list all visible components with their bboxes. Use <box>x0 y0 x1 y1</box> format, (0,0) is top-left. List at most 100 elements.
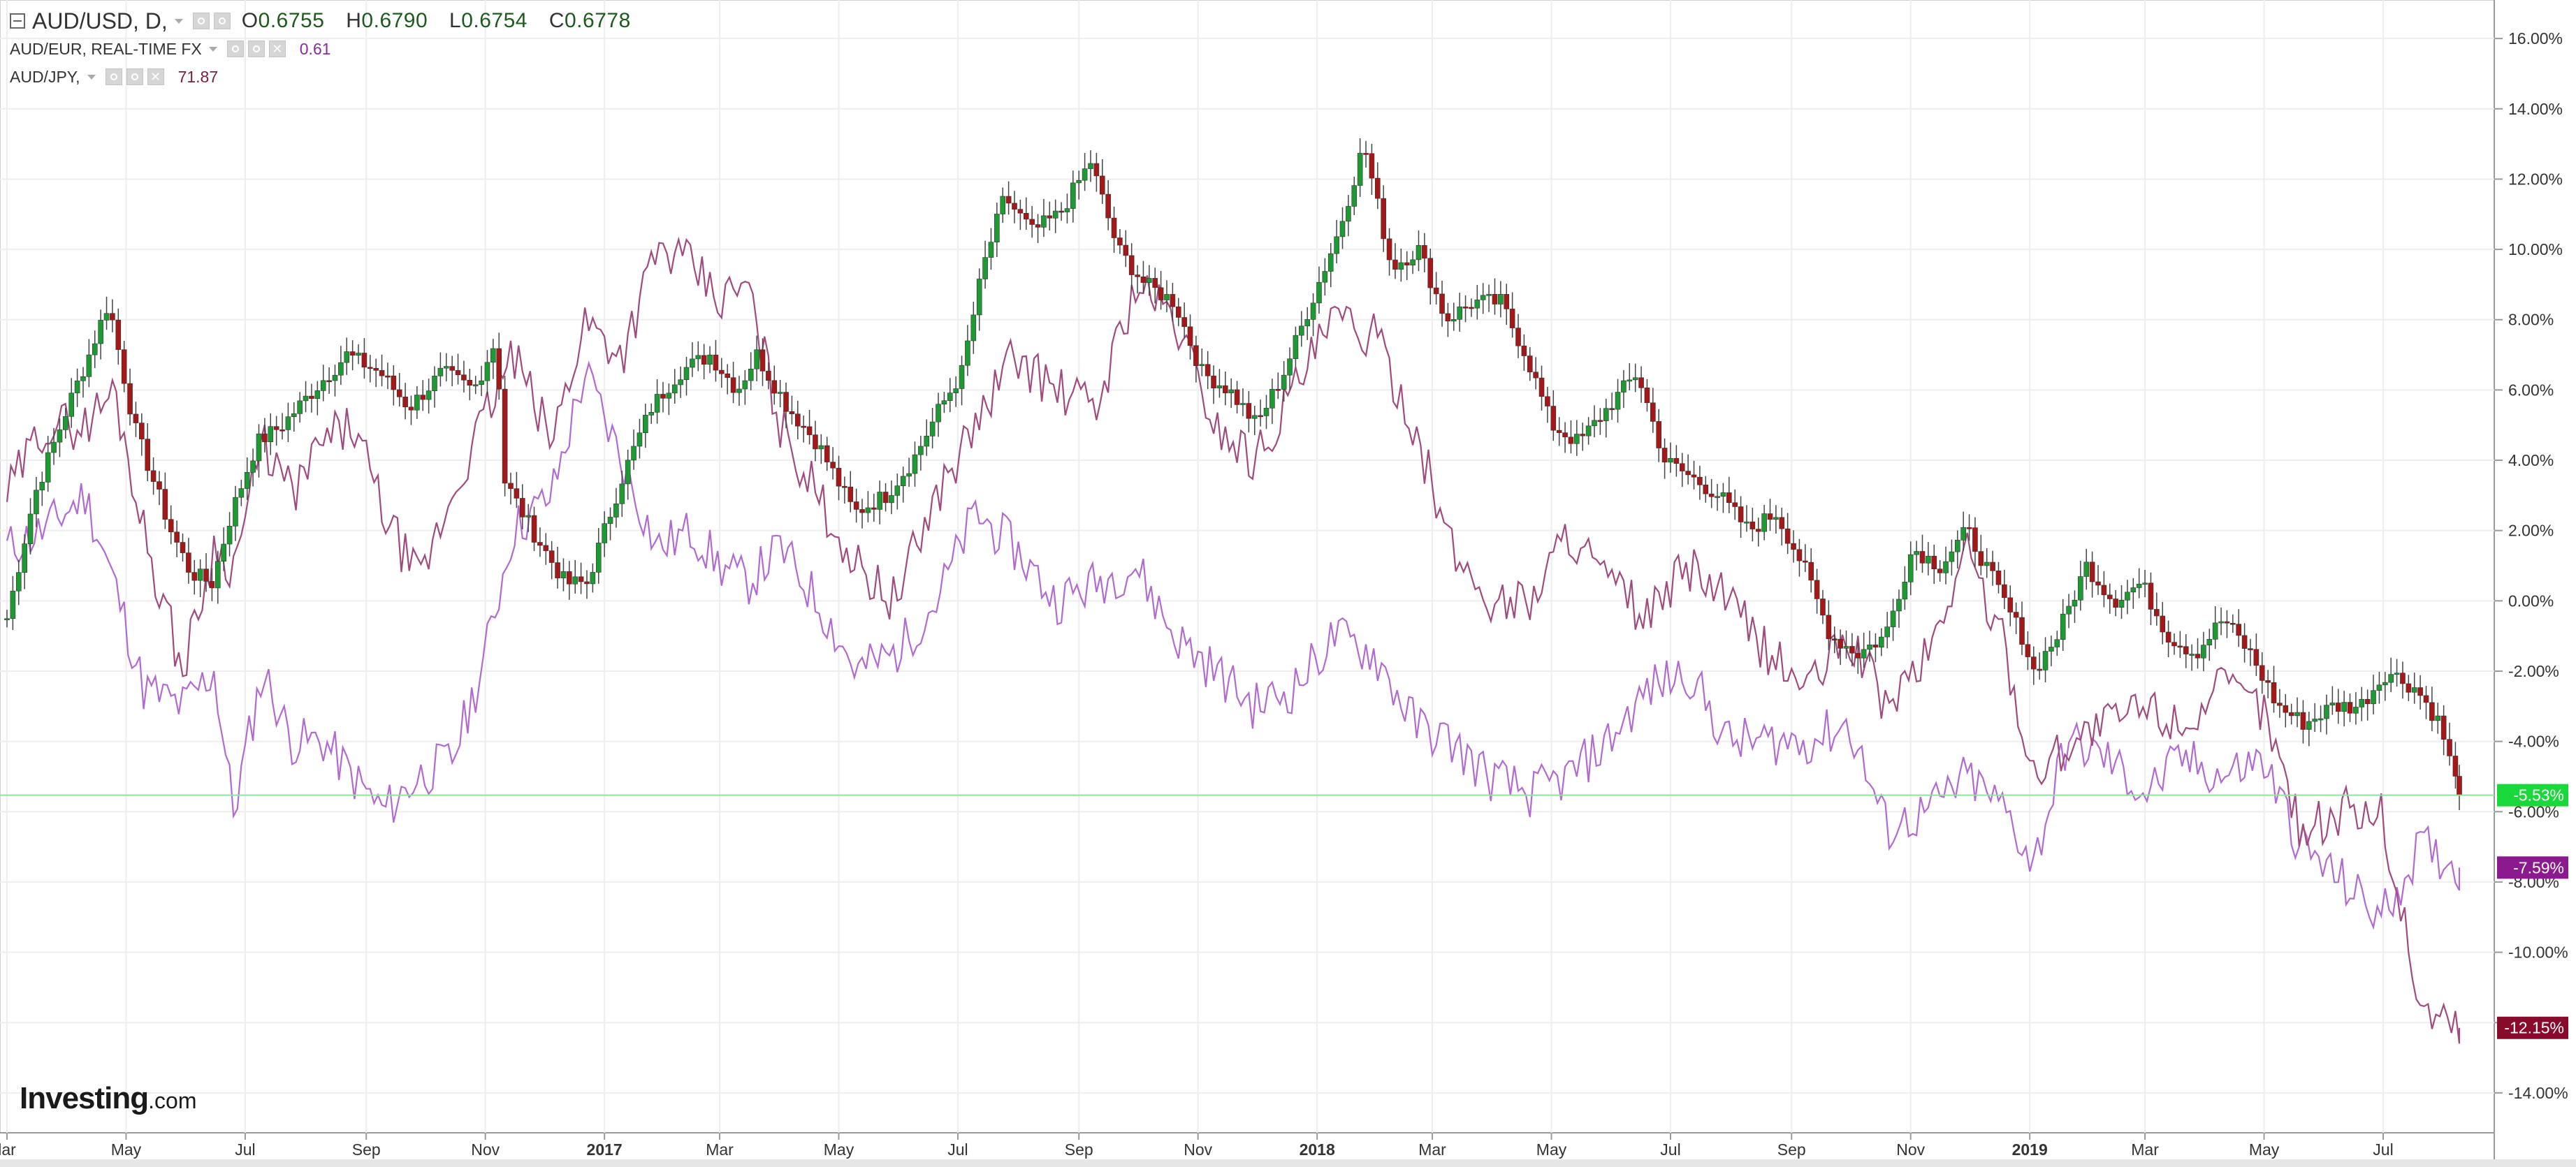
candle-body <box>1615 392 1621 410</box>
candle-body <box>2435 715 2441 721</box>
y-tick-label: 4.00% <box>2508 451 2554 469</box>
candle-body <box>103 313 110 321</box>
chevron-down-icon[interactable] <box>87 74 96 80</box>
candle-body <box>842 485 847 488</box>
candle-body <box>748 368 754 381</box>
candle-body <box>133 413 139 423</box>
candle-body <box>1304 319 1310 327</box>
candle-body <box>2125 592 2130 601</box>
candle-body <box>736 388 742 393</box>
candle-body <box>1954 540 1960 552</box>
y-tick-label: -4.00% <box>2508 733 2559 751</box>
visibility-toggle-icon[interactable] <box>105 68 122 85</box>
candle-body <box>678 379 683 386</box>
candle-body <box>1791 543 1796 550</box>
candle-body <box>1322 271 1328 283</box>
candle-body <box>268 426 274 443</box>
settings-gear-icon[interactable] <box>247 41 265 57</box>
aud-jpy-last-badge: -12.15% <box>2497 1016 2568 1039</box>
close-label: C <box>548 9 565 32</box>
candle-body <box>2230 622 2236 625</box>
settings-gear-icon[interactable] <box>213 13 231 29</box>
candle-body <box>150 470 157 482</box>
candle-body <box>1275 388 1281 391</box>
candle-body <box>730 377 736 393</box>
candle-body <box>2019 617 2025 645</box>
candle-body <box>1381 198 1386 240</box>
legend-compare-jpy[interactable]: AUD/JPY, ✕ 71.87 <box>10 63 646 91</box>
candle-body <box>1023 212 1029 220</box>
candle-body <box>836 467 842 487</box>
candle-body <box>894 485 901 496</box>
candle-body <box>238 488 245 498</box>
x-tick-label: Nov <box>1896 1140 1925 1159</box>
candle-body <box>2382 682 2388 686</box>
candle-body <box>191 572 198 581</box>
candle-body <box>2394 673 2400 675</box>
candle-body <box>1357 153 1363 186</box>
candle-body <box>1826 615 1832 640</box>
candle-body <box>619 483 625 504</box>
chevron-down-icon[interactable] <box>174 18 183 24</box>
compare-jpy-name: AUD/JPY, <box>10 67 80 86</box>
candle-body <box>2066 605 2072 615</box>
candle-body <box>1339 221 1346 237</box>
candle-body <box>1585 425 1592 436</box>
candle-body <box>671 384 678 394</box>
candle-body <box>1838 638 1843 649</box>
candle-body <box>356 353 361 356</box>
settings-gear-icon[interactable] <box>126 68 143 85</box>
candle-body <box>2417 687 2423 696</box>
candle-body <box>273 426 279 430</box>
visibility-toggle-icon[interactable] <box>192 13 210 29</box>
candle-body <box>519 498 525 518</box>
candle-body <box>2072 599 2078 607</box>
candle-body <box>115 319 122 350</box>
candle-body <box>1140 277 1147 283</box>
x-tick-label: May <box>2249 1140 2280 1159</box>
collapse-legend-icon[interactable] <box>10 13 25 29</box>
candle-body <box>2429 702 2435 721</box>
candle-body <box>1914 551 1919 555</box>
legend-compare-eur[interactable]: AUD/EUR, REAL-TIME FX ✕ 0.61 <box>10 35 646 63</box>
visibility-toggle-icon[interactable] <box>226 41 244 57</box>
candle-body <box>707 354 713 365</box>
candle-body <box>461 374 467 381</box>
candle-body <box>209 581 215 589</box>
candle-body <box>385 375 391 378</box>
candle-body <box>2341 702 2347 712</box>
candle-body <box>1088 163 1093 169</box>
candle-body <box>314 390 321 399</box>
chevron-down-icon[interactable] <box>208 46 217 52</box>
candle-body <box>2353 707 2359 714</box>
legend-main-series[interactable]: AUD/USD, D, O0.6755 H0.6790 L0.6754 C0.6… <box>10 7 646 35</box>
close-icon[interactable]: ✕ <box>147 68 164 85</box>
candle-body <box>2095 581 2101 586</box>
candle-body <box>2400 673 2406 684</box>
x-tick-label: Nov <box>471 1140 500 1159</box>
candle-body <box>2078 576 2083 601</box>
candle-body <box>976 279 982 316</box>
candle-body <box>936 404 941 423</box>
y-tick-label: -10.00% <box>2508 944 2568 962</box>
candle-body <box>408 406 414 411</box>
candle-body <box>2171 642 2177 647</box>
candle-body <box>1099 175 1105 195</box>
candle-body <box>1527 355 1533 373</box>
x-tick-label: May <box>824 1140 854 1159</box>
close-icon[interactable]: ✕ <box>268 41 286 57</box>
candle-body <box>221 543 226 562</box>
candle-body <box>560 571 567 579</box>
candle-body <box>1164 294 1170 300</box>
y-tick-label: 14.00% <box>2508 100 2563 118</box>
candle-body <box>1995 571 2002 585</box>
candle-body <box>2142 582 2148 585</box>
time-axis[interactable]: lar May Jul Sep Nov 2017 Mar May Jul Sep Nov 2018 Ma… <box>0 1133 2394 1159</box>
price-axis[interactable]: 16.00% 14.00% 12.00% 10.00% 8.00% 6.00% 4.00% 2… <box>2494 29 2568 1102</box>
candle-body <box>777 392 783 394</box>
candle-body <box>813 434 818 450</box>
candle-body <box>2060 613 2066 640</box>
bottom-scrollbar <box>0 1159 2576 1167</box>
